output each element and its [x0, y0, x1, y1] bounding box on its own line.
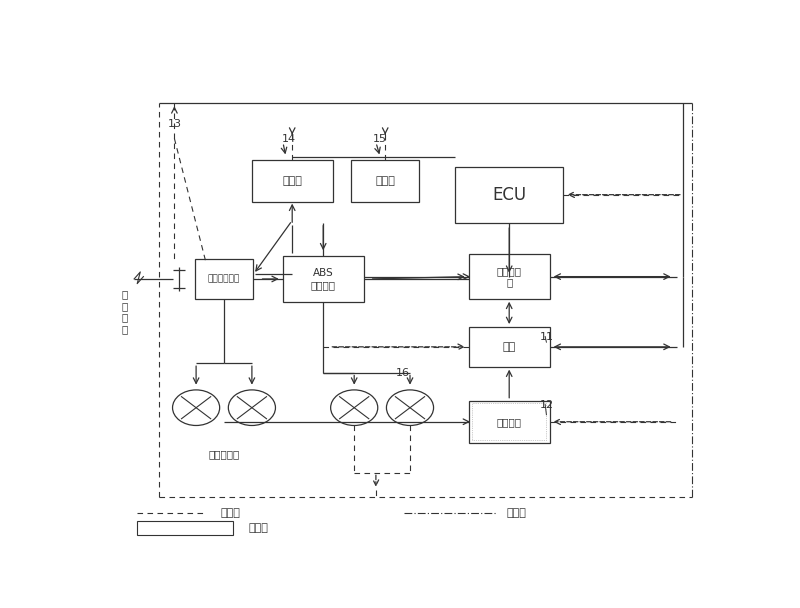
Bar: [469, 254, 550, 299]
Text: 离合器: 离合器: [375, 176, 395, 185]
Text: 前轮制动器: 前轮制动器: [208, 449, 240, 460]
Bar: [252, 159, 333, 202]
Text: ABS
调节系统: ABS 调节系统: [310, 268, 336, 290]
Bar: [469, 327, 550, 367]
Text: 控制流: 控制流: [506, 508, 526, 518]
Text: 11: 11: [539, 333, 554, 342]
Text: 信号流: 信号流: [221, 508, 241, 518]
Text: 14: 14: [282, 134, 296, 145]
Text: 13: 13: [167, 119, 182, 130]
Text: 12: 12: [539, 400, 554, 410]
Bar: [194, 259, 254, 299]
Bar: [351, 159, 419, 202]
Text: 15: 15: [374, 134, 387, 145]
Bar: [455, 167, 563, 223]
Text: 谐波齿轮: 谐波齿轮: [497, 416, 522, 427]
Text: 电机: 电机: [502, 342, 516, 352]
Bar: [138, 521, 234, 535]
Text: 16: 16: [395, 368, 410, 378]
Bar: [472, 403, 546, 440]
Bar: [469, 401, 550, 443]
Text: 超级电容
组: 超级电容 组: [497, 266, 522, 288]
Text: 制动力控制器: 制动力控制器: [208, 274, 240, 283]
Bar: [283, 255, 363, 302]
Text: 蓄电池: 蓄电池: [282, 176, 302, 185]
Text: 制
动
踏
板: 制 动 踏 板: [122, 289, 128, 334]
Text: 驱动力: 驱动力: [249, 523, 269, 533]
Text: ECU: ECU: [492, 185, 526, 204]
